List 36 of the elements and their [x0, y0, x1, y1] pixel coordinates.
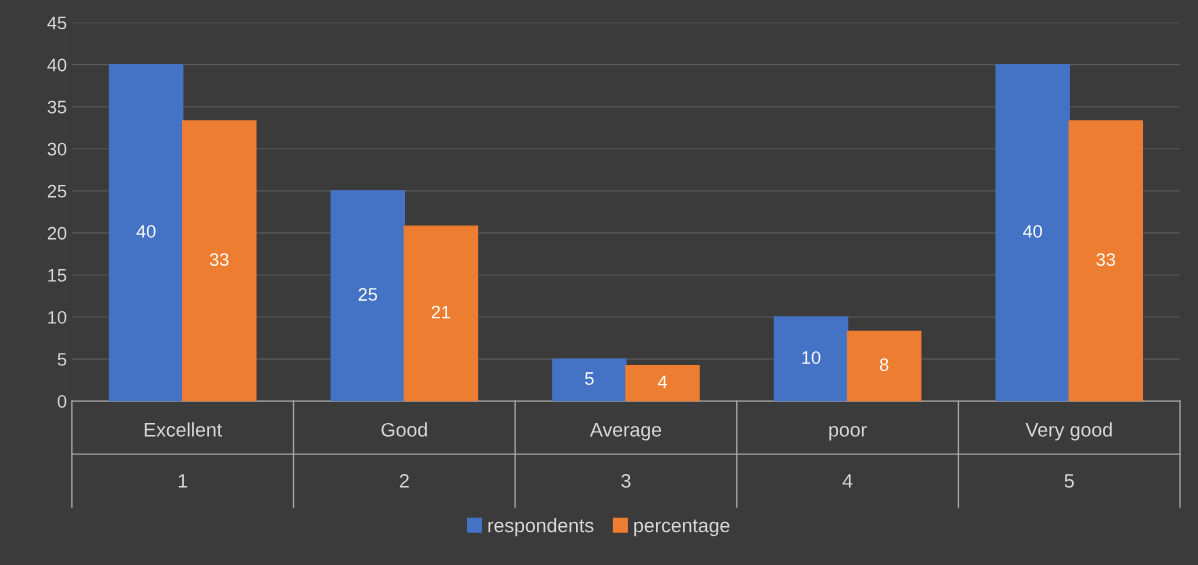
data-label: 5 [585, 372, 594, 385]
bar [995, 63, 1070, 402]
bar [403, 225, 479, 402]
category-label: Excellent 1 [144, 422, 222, 488]
y-tick-label: 0 [57, 395, 67, 408]
data-label: 21 [431, 305, 451, 319]
legend-label: respondents [488, 518, 594, 537]
y-tick-label: 5 [57, 353, 67, 366]
bar [182, 120, 257, 402]
y-tick-label: 20 [47, 226, 67, 240]
category-label: poor 4 [829, 426, 867, 488]
data-label: 33 [209, 253, 229, 266]
bar [330, 190, 406, 402]
y-tick-label: 40 [47, 58, 67, 72]
bar [108, 63, 184, 402]
y-tick-label: 45 [47, 16, 67, 30]
y-tick-label: 25 [47, 184, 67, 198]
category-label: Good 2 [381, 422, 427, 488]
y-tick-label: 30 [47, 142, 67, 156]
data-label: 4 [657, 375, 668, 389]
bar [625, 365, 700, 402]
bar [1068, 120, 1144, 402]
y-tick-label: 15 [48, 269, 67, 282]
data-label: 40 [1023, 224, 1042, 238]
bar [846, 330, 922, 402]
data-label: 40 [136, 224, 156, 238]
data-label: 33 [1096, 253, 1116, 266]
data-label: 25 [358, 288, 378, 301]
category-label: Very good 5 [1025, 422, 1112, 488]
data-label: 8 [879, 358, 889, 372]
y-tick-label: 35 [47, 100, 67, 114]
bar [552, 358, 627, 402]
legend-label: percentage [634, 519, 730, 537]
y-tick-label: 10 [48, 310, 67, 324]
bar [773, 316, 849, 402]
data-label: 10 [802, 351, 821, 364]
